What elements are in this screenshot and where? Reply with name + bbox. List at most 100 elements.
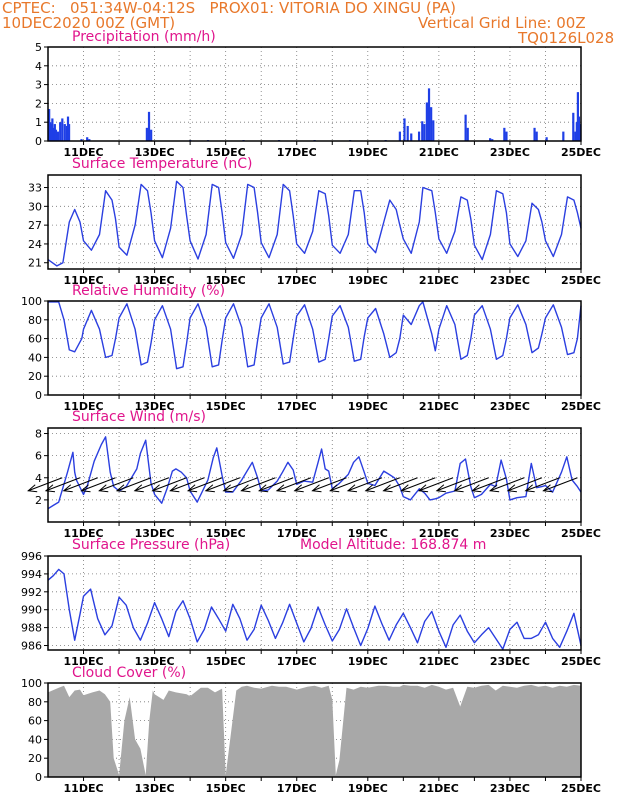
precip-bar: [417, 131, 421, 141]
wind-arrowhead: [62, 484, 73, 493]
y-tick-label: 24: [28, 238, 42, 251]
wind-arrow: [205, 477, 241, 492]
x-tick-label: 11DEC: [64, 782, 104, 795]
header-station-line: CPTEC: 051:34W-04:12S PROX01: VITORIA DO…: [2, 0, 456, 17]
precip-bar: [578, 124, 582, 141]
precip-bar: [423, 124, 426, 141]
wind-arrowhead: [435, 484, 446, 493]
wind-arrow: [134, 477, 169, 492]
x-tick-label: 15DEC: [206, 274, 246, 287]
y-tick-label: 3: [35, 79, 42, 92]
y-tick-label: 0: [35, 389, 42, 402]
x-tick-label: 15DEC: [206, 527, 246, 540]
precip-bar: [574, 131, 577, 141]
x-tick-label: 17DEC: [277, 146, 317, 159]
y-tick-label: 27: [28, 219, 42, 232]
wind-arrowhead: [417, 484, 429, 493]
x-tick-label: 13DEC: [135, 400, 175, 413]
wind-arrowhead: [186, 484, 198, 493]
wind-arrowhead: [293, 484, 304, 493]
x-tick-label: 11DEC: [64, 655, 104, 668]
precip-bar: [430, 107, 433, 141]
y-tick-label: 60: [28, 715, 42, 728]
precip-bar: [56, 131, 60, 141]
wind-arrow: [383, 477, 418, 492]
header-date-line: 10DEC2020 00Z (GMT): [2, 14, 176, 32]
wind-arrow: [276, 477, 312, 492]
y-tick-label: 1: [35, 116, 42, 129]
wind-arrowhead: [98, 484, 109, 493]
wind-arrow: [454, 477, 489, 492]
x-tick-label: 15DEC: [206, 146, 246, 159]
x-tick-label: 25DEC: [561, 527, 601, 540]
precip-bar: [464, 114, 467, 141]
x-tick-label: 11DEC: [64, 146, 104, 159]
x-tick-label: 13DEC: [135, 274, 175, 287]
precip-bar: [403, 118, 406, 141]
wind-arrow: [116, 477, 152, 492]
x-tick-label: 25DEC: [561, 782, 601, 795]
y-tick-label: 990: [21, 604, 42, 617]
y-tick-label: 2: [35, 97, 42, 110]
wind-arrowhead: [382, 484, 393, 493]
y-tick-label: 33: [28, 182, 42, 195]
wind-arrow: [418, 477, 454, 492]
precip-bar: [427, 88, 431, 141]
x-tick-label: 21DEC: [419, 400, 459, 413]
y-tick-label: 100: [21, 295, 42, 308]
x-tick-label: 21DEC: [419, 655, 459, 668]
x-tick-label: 19DEC: [348, 782, 388, 795]
wind-arrowhead: [329, 484, 340, 493]
y-tick-label: 0: [35, 135, 42, 148]
y-tick-label: 2: [35, 494, 42, 507]
header-grid-note: Vertical Grid Line: 00Z: [418, 14, 586, 32]
x-tick-label: 17DEC: [277, 782, 317, 795]
x-tick-label: 19DEC: [348, 527, 388, 540]
panel-title: Surface Wind (m/s): [72, 409, 206, 425]
wind-arrowhead: [257, 484, 269, 493]
y-tick-label: 80: [28, 314, 42, 327]
x-tick-label: 25DEC: [561, 274, 601, 287]
precip-bar: [59, 122, 62, 141]
wind-arrowhead: [204, 484, 215, 493]
x-tick-label: 11DEC: [64, 274, 104, 287]
y-tick-label: 100: [21, 677, 42, 690]
wind-arrow: [99, 477, 134, 492]
precip-bar: [535, 131, 538, 141]
precip-bar: [67, 124, 71, 141]
precip-bar: [61, 118, 64, 141]
wind-arrow: [525, 477, 560, 492]
wind-arrow: [436, 477, 472, 492]
precip-bar: [63, 124, 66, 141]
x-tick-label: 19DEC: [348, 400, 388, 413]
precip-bar: [86, 137, 89, 141]
x-tick-label: 23DEC: [490, 274, 530, 287]
wind-arrowhead: [400, 484, 411, 493]
wind-arrow: [330, 477, 365, 492]
x-tick-label: 13DEC: [135, 146, 175, 159]
x-tick-label: 21DEC: [419, 782, 459, 795]
precip-bar: [466, 127, 469, 141]
x-tick-label: 13DEC: [135, 655, 175, 668]
precip-bar: [406, 125, 409, 141]
panel-frame: [47, 46, 582, 142]
wind-arrowhead: [364, 484, 375, 493]
wind-arrowhead: [222, 484, 233, 493]
panel-frame: [47, 300, 582, 396]
y-tick-label: 20: [28, 370, 42, 383]
x-tick-label: 17DEC: [277, 400, 317, 413]
precip-bar: [147, 111, 151, 141]
y-tick-label: 5: [35, 41, 42, 54]
precip-bar: [489, 138, 492, 141]
wind-arrow: [472, 477, 507, 492]
model-altitude-label: Model Altitude: 168.874 m: [300, 537, 486, 553]
wind-arrow: [63, 477, 98, 492]
precip-bar: [505, 131, 508, 141]
series-line: [47, 180, 582, 267]
precip-bar: [572, 112, 575, 141]
wind-arrow: [223, 477, 258, 492]
y-tick-label: 988: [21, 622, 42, 635]
precip-bar: [503, 127, 506, 141]
wind-arrow: [507, 477, 543, 492]
